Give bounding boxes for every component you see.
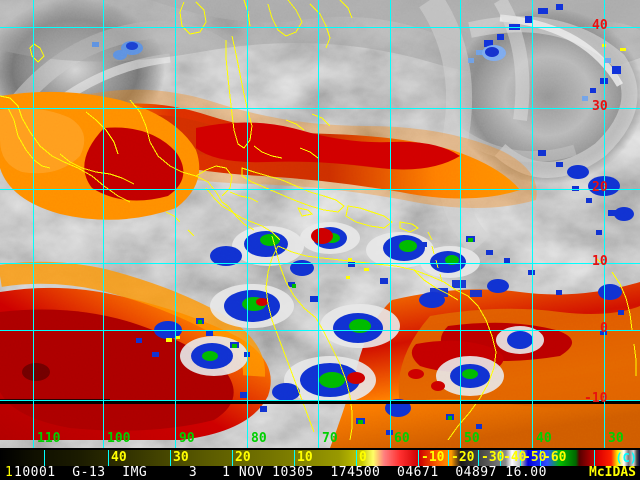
colorbar-label-10: 10 [297, 450, 313, 465]
gridline-longitude-60 [390, 0, 391, 448]
colorbar-tick [294, 450, 295, 466]
latitude-label-30: 30 [592, 99, 608, 114]
colorbar-tick [232, 450, 233, 466]
gridline-latitude-10 [0, 263, 640, 264]
colorbar-gradient [0, 450, 640, 466]
gridline-longitude-70 [318, 0, 319, 448]
colorbar-tick [520, 450, 521, 466]
longitude-label-60: 60 [394, 431, 410, 446]
gridline-latitude--10 [0, 400, 640, 401]
gridline-latitude-40 [0, 27, 640, 28]
status-metadata-text: 10001 G-13 IMG 3 1 NOV 10305 174500 0467… [14, 465, 547, 480]
colorbar-label-40: 40 [111, 450, 127, 465]
colorbar-tick [170, 450, 171, 466]
colorbar-label-20: 20 [235, 450, 251, 465]
mcidas-brand-label: McIDAS [589, 465, 636, 480]
longitude-label-30: 30 [608, 431, 624, 446]
latitude-label-20: 20 [592, 180, 608, 195]
longitude-label-90: 90 [179, 431, 195, 446]
status-bar: 1 10001 G-13 IMG 3 1 NOV 10305 174500 04… [0, 466, 640, 480]
colorbar-label-minus10: -10 [421, 450, 445, 465]
colorbar-tick [356, 450, 357, 466]
latitude-label--10: -10 [584, 391, 608, 406]
coastline-overlay [0, 0, 637, 441]
longitude-label-110: 110 [37, 431, 61, 446]
colorbar-label-minus60: -60 [543, 450, 567, 465]
gridline-longitude-110 [33, 0, 34, 448]
gridline-longitude-100 [103, 0, 104, 448]
colorbar-label-minus40: -40 [503, 450, 527, 465]
gridline-longitude-30 [604, 0, 605, 448]
gridline-longitude-90 [175, 0, 176, 448]
colorbar-label-minus20: -20 [451, 450, 475, 465]
colorbar-label-0: 0 [359, 450, 367, 465]
colorbar-tick [108, 450, 109, 466]
colorbar-label-30: 30 [173, 450, 189, 465]
gridline-latitude-20 [0, 189, 640, 190]
temperature-colorbar[interactable]: 40 30 20 10 0 -10 -20 -30 -40 -50 -60 (C) [0, 450, 640, 466]
colorbar-tick [594, 450, 595, 466]
colorbar-tick [478, 450, 479, 466]
scanline-dropout-artifact [0, 401, 640, 404]
colorbar-unit-label: (C) [615, 451, 637, 465]
longitude-label-80: 80 [251, 431, 267, 446]
gridline-latitude-30 [0, 108, 640, 109]
longitude-label-70: 70 [322, 431, 338, 446]
status-lead-digit: 1 [5, 465, 13, 480]
satellite-image-view[interactable] [0, 0, 640, 448]
longitude-label-100: 100 [107, 431, 131, 446]
latitude-label-0: 0 [600, 321, 608, 336]
satellite-infrared-raster [0, 0, 640, 448]
gridline-longitude-80 [247, 0, 248, 448]
colorbar-label-minus50: -50 [523, 450, 547, 465]
gridline-longitude-50 [460, 0, 461, 448]
colorbar-tick [540, 450, 541, 466]
longitude-label-50: 50 [464, 431, 480, 446]
colorbar-tick [500, 450, 501, 466]
colorbar-tick [418, 450, 419, 466]
gridline-longitude-40 [532, 0, 533, 448]
colorbar-tick [448, 450, 449, 466]
gridline-latitude-0 [0, 330, 640, 331]
colorbar-label-minus30: -30 [481, 450, 505, 465]
longitude-label-40: 40 [536, 431, 552, 446]
colorbar-tick [44, 450, 45, 466]
latitude-label-10: 10 [592, 254, 608, 269]
latitude-label-40: 40 [592, 18, 608, 33]
